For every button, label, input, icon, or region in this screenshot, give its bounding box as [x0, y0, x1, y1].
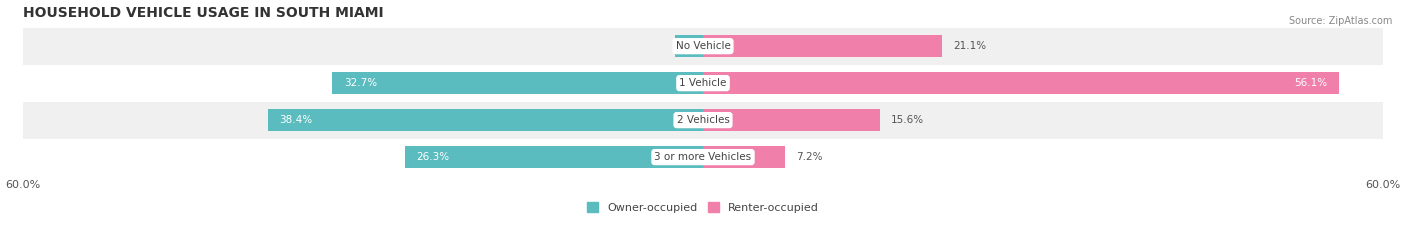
Text: 21.1%: 21.1% [953, 41, 987, 51]
Bar [703, 146, 785, 168]
Bar [703, 35, 942, 57]
Bar [0, 65, 1406, 102]
Bar [703, 110, 880, 131]
Text: 15.6%: 15.6% [891, 115, 924, 125]
Text: 56.1%: 56.1% [1294, 78, 1327, 88]
Text: 2 Vehicles: 2 Vehicles [676, 115, 730, 125]
Text: 32.7%: 32.7% [344, 78, 377, 88]
Text: No Vehicle: No Vehicle [675, 41, 731, 51]
Bar [269, 110, 703, 131]
Text: 2.5%: 2.5% [686, 41, 713, 51]
Text: Source: ZipAtlas.com: Source: ZipAtlas.com [1288, 16, 1392, 26]
Bar [703, 72, 1339, 94]
Bar [0, 139, 1406, 176]
Bar [332, 72, 703, 94]
Bar [675, 35, 703, 57]
Text: 7.2%: 7.2% [796, 152, 823, 162]
Text: 26.3%: 26.3% [416, 152, 450, 162]
Bar [405, 146, 703, 168]
Bar [0, 28, 1406, 65]
Text: 3 or more Vehicles: 3 or more Vehicles [654, 152, 752, 162]
Legend: Owner-occupied, Renter-occupied: Owner-occupied, Renter-occupied [582, 198, 824, 217]
Text: 38.4%: 38.4% [280, 115, 312, 125]
Text: 1 Vehicle: 1 Vehicle [679, 78, 727, 88]
Text: HOUSEHOLD VEHICLE USAGE IN SOUTH MIAMI: HOUSEHOLD VEHICLE USAGE IN SOUTH MIAMI [22, 6, 384, 20]
Bar [0, 102, 1406, 139]
